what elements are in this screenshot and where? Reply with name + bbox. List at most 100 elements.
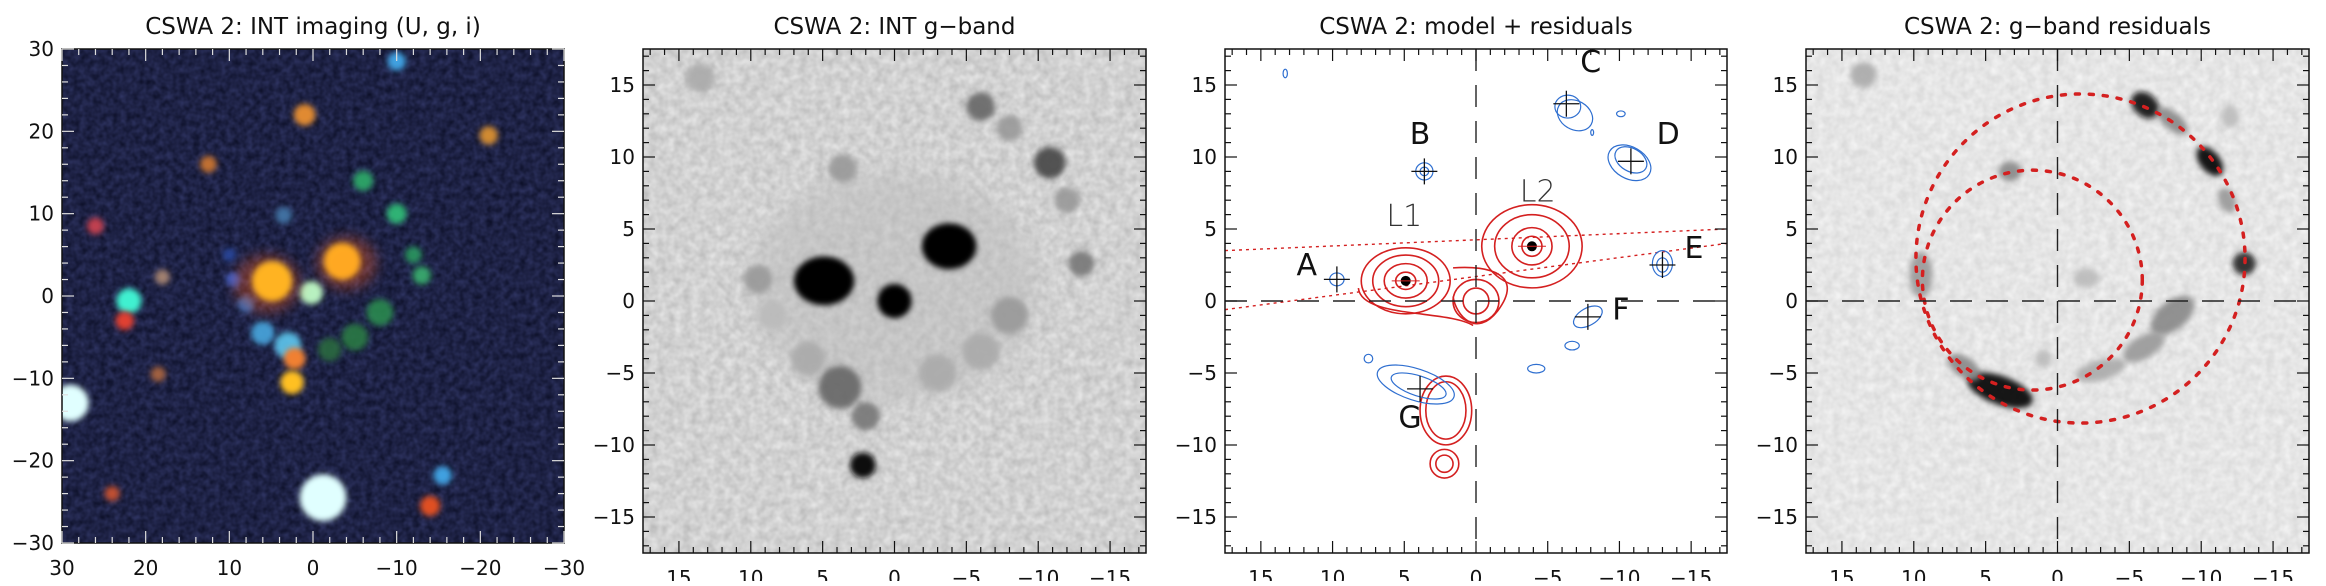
source-blob — [116, 288, 142, 314]
model-contour-l1 — [1371, 254, 1440, 308]
model-contour-l2 — [1493, 213, 1571, 279]
source-blob — [420, 495, 441, 516]
arc-blob — [405, 246, 422, 264]
arc-blob — [966, 92, 996, 121]
model-contour-outer — [1357, 287, 1474, 327]
residual-contour — [1556, 99, 1594, 132]
arc-blob — [318, 337, 342, 362]
lens-galaxy-l1 — [793, 256, 855, 306]
y-tick-label: −5 — [1188, 361, 1217, 385]
y-tick-label: 30 — [29, 37, 54, 61]
y-tick-label: 0 — [1204, 289, 1217, 313]
y-tick-label: −15 — [1175, 505, 1217, 529]
panel-color-image: 30 20 10 0 −10 −20 −30 −30 −20 −10 0 10 20 30 CSWA 2: … — [12, 14, 585, 580]
arc-blob — [353, 170, 374, 191]
y-tick-label: −20 — [12, 449, 54, 473]
x-tick-label: −15 — [1089, 566, 1131, 581]
model-contour-source — [1429, 448, 1460, 479]
galaxy-halo — [233, 254, 301, 313]
y-tick-label: 5 — [1204, 217, 1217, 241]
x-tick-label: 15 — [666, 566, 691, 581]
y-tick-label: 10 — [1773, 145, 1798, 169]
residual-contour — [1572, 305, 1603, 329]
source-blob — [479, 126, 498, 145]
x-tick-label: 10 — [217, 556, 242, 580]
arc-blob — [2034, 349, 2052, 368]
source-blob — [275, 206, 293, 224]
arc-blob — [743, 265, 773, 294]
y-tick-label: −10 — [1175, 433, 1217, 457]
x-tick-label: 5 — [1398, 566, 1411, 581]
source-blob — [154, 269, 170, 285]
x-tick-label: −10 — [1598, 566, 1640, 581]
central-source — [877, 283, 912, 319]
image-label: D — [1657, 117, 1680, 152]
source-blob — [299, 280, 324, 305]
x-tick-label: −20 — [459, 556, 501, 580]
y-tick-label: 5 — [1785, 217, 1798, 241]
lens-label: L2 — [1520, 175, 1556, 210]
y-tick-label: −15 — [593, 505, 635, 529]
x-tick-label: 5 — [816, 566, 829, 581]
y-tick-label: 0 — [1785, 289, 1798, 313]
arc-blob — [412, 266, 431, 285]
arc-blob — [1850, 61, 1877, 88]
arc-blob — [1054, 187, 1080, 214]
arc-blob — [1068, 250, 1095, 277]
arc-blob — [366, 299, 394, 326]
residual-contour — [1363, 353, 1374, 364]
y-tick-label: −30 — [12, 531, 54, 555]
x-tick-label: 20 — [133, 556, 158, 580]
panel-title: CSWA 2: INT imaging (U, g, i) — [145, 14, 481, 40]
image-area — [643, 49, 1146, 553]
y-tick-label: 15 — [610, 73, 635, 97]
source-blob — [150, 366, 166, 382]
arc-blob — [2130, 91, 2160, 119]
y-tick-label: 0 — [41, 284, 54, 308]
residual-contour — [1376, 364, 1455, 405]
x-tick-label: −5 — [952, 566, 981, 581]
image-label: E — [1685, 231, 1704, 266]
panel-title: CSWA 2: model + residuals — [1319, 14, 1633, 40]
x-tick-label: 30 — [49, 556, 74, 580]
arc-blob — [341, 323, 369, 351]
arc-blob — [851, 401, 881, 431]
arc-blob — [2073, 267, 2100, 289]
model-contour-l2 — [1511, 226, 1553, 266]
x-tick-label: 10 — [1901, 566, 1926, 581]
x-tick-label: −30 — [543, 556, 585, 580]
source-blob — [87, 217, 104, 235]
y-tick-label: 10 — [29, 202, 54, 226]
image-area — [1806, 49, 2309, 553]
einstein-circle — [1914, 92, 2247, 425]
x-tick-label: 0 — [888, 566, 901, 581]
panel-gband-image: 15 10 5 0 −5 −10 −15 −15 −10 −5 0 5 10 15 CSWA 2: INT … — [593, 14, 1147, 586]
image-label: G — [1398, 401, 1421, 436]
residual-contour — [1564, 340, 1580, 351]
panel-title: CSWA 2: INT g−band — [774, 14, 1016, 40]
arc-blob — [828, 154, 858, 183]
y-tick-label: 10 — [610, 145, 635, 169]
x-tick-label: −10 — [376, 556, 418, 580]
y-tick-label: 10 — [1192, 145, 1217, 169]
image-area — [62, 49, 564, 543]
x-tick-label: 15 — [1248, 566, 1273, 581]
model-contour-l1 — [1383, 262, 1429, 299]
residual-contour — [1554, 94, 1582, 119]
arc-blob — [791, 341, 826, 376]
einstein-circle — [1920, 168, 2145, 392]
y-tick-label: −5 — [1769, 361, 1798, 385]
source-blob — [387, 52, 406, 71]
arc-blob — [2150, 295, 2195, 336]
source-blob — [200, 155, 217, 173]
residual-contour — [1590, 129, 1595, 136]
x-tick-label: 0 — [1470, 566, 1483, 581]
arc-blob — [386, 203, 407, 224]
x-tick-label: −5 — [1533, 566, 1562, 581]
residual-contour — [1615, 110, 1626, 118]
x-tick-label: 0 — [2051, 566, 2064, 581]
lens-galaxy-l2 — [921, 223, 977, 270]
source-blob — [62, 384, 89, 422]
source-blob — [283, 347, 306, 370]
